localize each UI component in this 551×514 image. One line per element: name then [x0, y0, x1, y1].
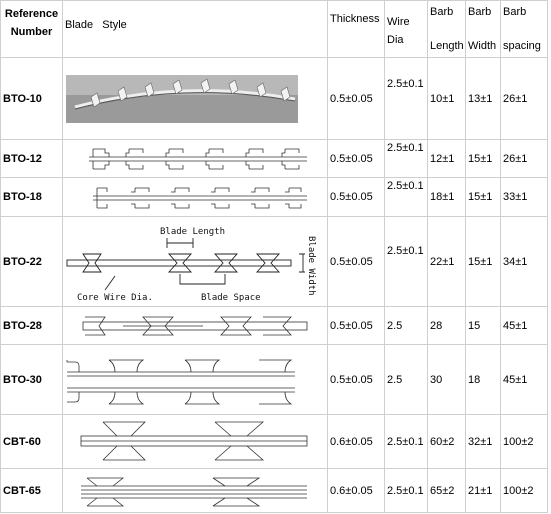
barb-spacing-cell: 100±2 — [500, 468, 548, 513]
barb-length-cell: 28 — [427, 306, 466, 345]
barb-width-cell: 21±1 — [465, 468, 501, 513]
wire-dia-cell: 2.5 — [384, 306, 428, 345]
table-row: BTO-10 0.5±0.05 2.5±0.1 10±1 13±1 26±1 — [0, 57, 548, 140]
barb-spacing-cell: 26±1 — [500, 57, 548, 140]
thickness-cell: 0.5±0.05 — [327, 177, 385, 217]
wire-dia-cell: 2.5±0.1 — [384, 414, 428, 469]
barb-width-cell: 18 — [465, 344, 501, 415]
barb-spacing-cell: 45±1 — [500, 344, 548, 415]
barb-width-cell: 15 — [465, 306, 501, 345]
barb-width-cell: 13±1 — [465, 57, 501, 140]
barb-length-cell: 60±2 — [427, 414, 466, 469]
thickness-cell: 0.5±0.05 — [327, 139, 385, 178]
reference-cell: BTO-10 — [0, 57, 63, 140]
reference-cell: CBT-65 — [0, 468, 63, 513]
thickness-cell: 0.6±0.05 — [327, 414, 385, 469]
bto-28-diagram — [82, 316, 308, 335]
blade-style-cell — [62, 344, 328, 415]
barb-spacing-cell: 34±1 — [500, 216, 548, 307]
wire-dia-cell: 2.5 — [384, 344, 428, 415]
thickness-cell: 0.5±0.05 — [327, 57, 385, 140]
barb-spacing-cell: 100±2 — [500, 414, 548, 469]
blade-style-cell — [62, 414, 328, 469]
table-row: BTO-18 0.5±0.05 2.5±0.1 18±1 15±1 33±1 — [0, 177, 548, 217]
barb-length-cell: 12±1 — [427, 139, 466, 178]
blade-style-cell — [62, 177, 328, 217]
blade-style-cell — [62, 139, 328, 178]
header-reference: Reference Number — [0, 0, 63, 58]
table-row: CBT-60 0.6±0.05 2.5±0.1 60±2 32±1 100±2 — [0, 414, 548, 469]
thickness-cell: 0.5±0.05 — [327, 344, 385, 415]
wire-dia-cell: 2.5±0.1 — [384, 216, 428, 307]
barb-spacing-cell: 45±1 — [500, 306, 548, 345]
barb-length-cell: 22±1 — [427, 216, 466, 307]
blade-style-cell: Blade Length Core Wire Dia. Blade Space … — [62, 216, 328, 307]
header-barb-length: Barb Length — [427, 0, 466, 58]
barb-length-cell: 10±1 — [427, 57, 466, 140]
barb-length-cell: 30 — [427, 344, 466, 415]
reference-cell: BTO-18 — [0, 177, 63, 217]
barb-width-cell: 15±1 — [465, 139, 501, 178]
thickness-cell: 0.5±0.05 — [327, 216, 385, 307]
thickness-cell: 0.5±0.05 — [327, 306, 385, 345]
wire-dia-cell: 2.5±0.1 — [384, 57, 428, 140]
bto-22-diagram: Blade Length Core Wire Dia. Blade Space … — [66, 227, 316, 303]
table-row: BTO-22 Blade Length Core Wire Dia. Blade… — [0, 216, 548, 307]
core-wire-dia-label: Core Wire Dia. — [77, 293, 153, 303]
barb-length-cell: 65±2 — [427, 468, 466, 513]
reference-cell: BTO-22 — [0, 216, 63, 307]
blade-style-cell — [62, 306, 328, 345]
header-wire-dia: Wire Dia — [384, 0, 428, 58]
cbt-60-diagram — [80, 421, 308, 460]
wire-dia-cell: 2.5±0.1 — [384, 177, 428, 217]
barb-width-cell: 32±1 — [465, 414, 501, 469]
reference-cell: BTO-12 — [0, 139, 63, 178]
blade-width-label: Blade Width — [306, 236, 316, 296]
barb-spacing-cell: 33±1 — [500, 177, 548, 217]
thickness-cell: 0.6±0.05 — [327, 468, 385, 513]
bto-30-diagram — [66, 359, 295, 404]
header-barb-width: Barb Width — [465, 0, 501, 58]
blade-style-cell — [62, 468, 328, 513]
header-row: Reference Number Blade Style Thickness W… — [0, 0, 548, 58]
header-thickness: Thickness — [327, 0, 385, 58]
reference-cell: BTO-28 — [0, 306, 63, 345]
table-row: BTO-12 0.5±0.05 2.5±0.1 12±1 15±1 26±1 — [0, 139, 548, 178]
table-row: BTO-28 0.5±0.05 2.5 28 15 45±1 — [0, 306, 548, 345]
blade-space-label: Blade Space — [201, 293, 261, 303]
reference-cell: BTO-30 — [0, 344, 63, 415]
table-row: BTO-30 0.5±0.05 2.5 30 18 45±1 — [0, 344, 548, 415]
barb-width-cell: 15±1 — [465, 216, 501, 307]
header-barb-spacing: Barb spacing — [500, 0, 548, 58]
bto-18-diagram — [93, 187, 307, 208]
header-blade-style: Blade Style — [62, 0, 328, 58]
blade-length-label: Blade Length — [160, 227, 225, 237]
wire-dia-cell: 2.5±0.1 — [384, 468, 428, 513]
blade-style-cell — [62, 57, 328, 140]
cbt-65-diagram — [81, 477, 307, 506]
barb-length-cell: 18±1 — [427, 177, 466, 217]
bto-12-diagram — [89, 148, 307, 169]
bto-10-photo — [66, 74, 298, 123]
reference-cell: CBT-60 — [0, 414, 63, 469]
barb-width-cell: 15±1 — [465, 177, 501, 217]
table-row: CBT-65 0.6±0.05 2.5±0.1 65±2 21±1 100±2 — [0, 468, 548, 513]
wire-dia-cell: 2.5±0.1 — [384, 139, 428, 178]
barb-spacing-cell: 26±1 — [500, 139, 548, 178]
